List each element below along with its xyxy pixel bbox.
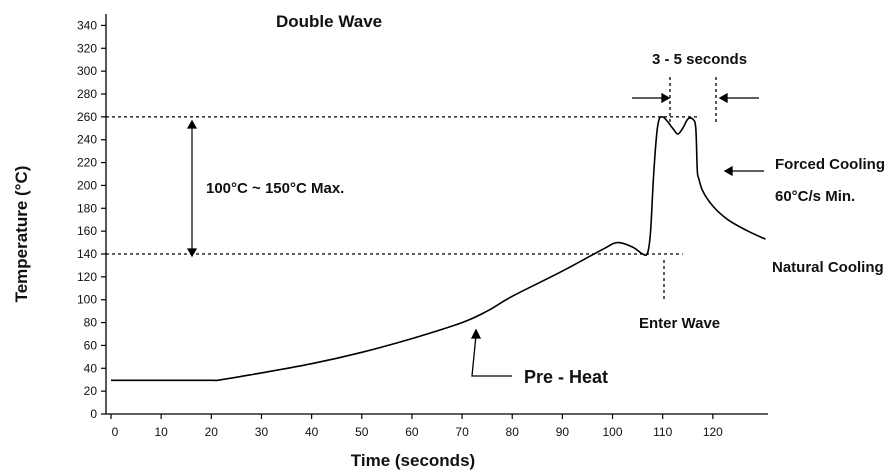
y-axis-title: Temperature (°C) [12, 166, 31, 303]
natural-cooling-label: Natural Cooling [772, 259, 884, 276]
x-tick-label: 30 [255, 425, 269, 439]
y-tick-label: 80 [84, 316, 98, 330]
x-tick-label: 80 [506, 425, 520, 439]
range-arrow [186, 119, 198, 258]
y-tick-label: 320 [77, 41, 97, 55]
y-tick-label: 260 [77, 110, 97, 124]
y-tick-label: 120 [77, 270, 97, 284]
y-tick-label: 140 [77, 247, 97, 261]
duration-label: 3 - 5 seconds [652, 51, 747, 68]
cooling-rate-label: 60°C/s Min. [775, 188, 855, 205]
x-tick-label: 0 [112, 425, 119, 439]
y-tick-label: 300 [77, 64, 97, 78]
y-tick-label: 100 [77, 293, 97, 307]
y-tick-label: 20 [84, 384, 98, 398]
x-axis-ticks: 0 10 20 30 40 50 60 70 80 90 100 110 120 [110, 414, 723, 439]
chart-title: Double Wave [276, 12, 382, 31]
forced-cooling-arrow [723, 165, 764, 177]
x-tick-label: 120 [703, 425, 723, 439]
y-tick-label: 0 [90, 407, 97, 421]
x-tick-label: 90 [556, 425, 570, 439]
forced-cooling-label: Forced Cooling [775, 156, 885, 173]
x-tick-label: 50 [355, 425, 369, 439]
y-tick-label: 340 [77, 18, 97, 32]
x-tick-label: 70 [455, 425, 469, 439]
duration-right-arrow [718, 92, 759, 104]
x-tick-label: 40 [305, 425, 319, 439]
y-tick-label: 240 [77, 133, 97, 147]
duration-left-arrow [632, 92, 671, 104]
y-tick-label: 60 [84, 338, 98, 352]
y-tick-label: 200 [77, 178, 97, 192]
pre-heat-pointer [470, 328, 512, 377]
x-axis-title: Time (seconds) [351, 451, 475, 470]
y-tick-label: 180 [77, 201, 97, 215]
y-tick-label: 40 [84, 361, 98, 375]
range-label: 100°C ~ 150°C Max. [206, 180, 344, 197]
x-tick-label: 10 [154, 425, 168, 439]
x-tick-label: 100 [603, 425, 623, 439]
x-tick-label: 110 [653, 425, 672, 439]
y-tick-label: 220 [77, 156, 97, 170]
x-tick-label: 60 [405, 425, 419, 439]
x-tick-label: 20 [205, 425, 219, 439]
enter-wave-label: Enter Wave [639, 315, 720, 332]
y-axis-ticks: 0 20 40 60 80 100 120 140 160 180 200 220 240 260 280 3… [77, 18, 106, 421]
y-tick-label: 280 [77, 87, 97, 101]
temperature-profile-line [111, 115, 766, 382]
reference-lines [106, 116, 698, 255]
y-tick-label: 160 [77, 224, 97, 238]
pre-heat-label: Pre - Heat [524, 367, 608, 387]
